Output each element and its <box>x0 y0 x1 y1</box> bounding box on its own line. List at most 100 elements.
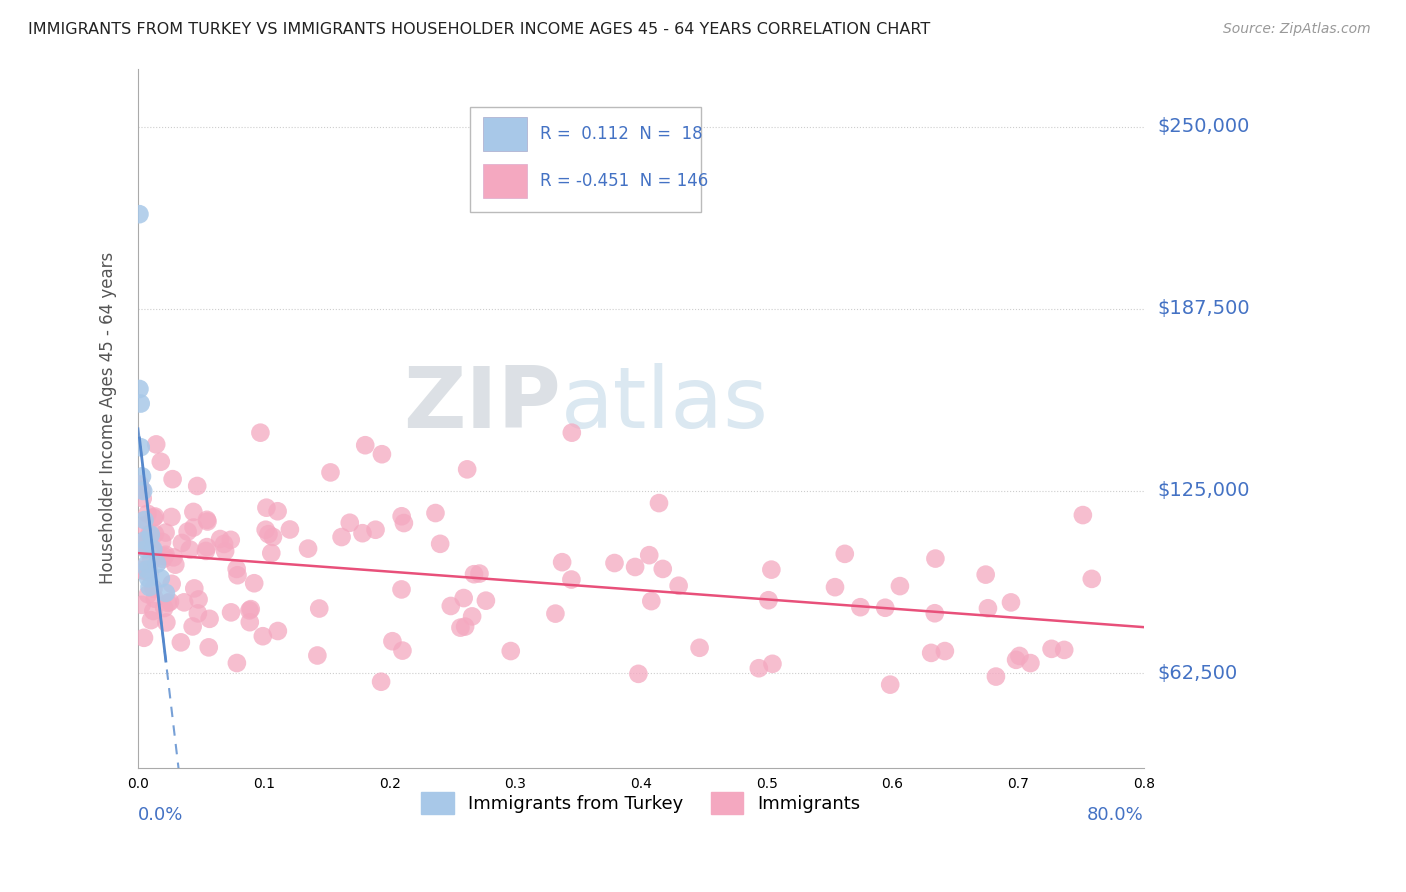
Point <box>551 555 574 569</box>
Point <box>603 556 626 570</box>
Point <box>134 564 156 578</box>
Point <box>155 525 177 540</box>
Point <box>1005 653 1028 667</box>
Point <box>128 477 150 491</box>
Point <box>138 527 160 541</box>
Point <box>475 593 498 607</box>
Point <box>640 594 662 608</box>
Point <box>239 602 262 616</box>
Point <box>195 513 218 527</box>
Point <box>257 527 280 541</box>
Point <box>197 515 219 529</box>
Point <box>454 619 477 633</box>
Point <box>136 571 159 585</box>
Point <box>129 535 152 549</box>
Point <box>440 599 463 613</box>
Point <box>392 516 415 530</box>
Point <box>761 563 783 577</box>
Point <box>155 586 177 600</box>
Point <box>761 657 783 671</box>
Point <box>183 520 205 534</box>
Point <box>176 524 198 539</box>
Point <box>131 598 153 612</box>
Point <box>624 560 647 574</box>
Text: $62,500: $62,500 <box>1157 664 1239 682</box>
Point <box>266 504 288 518</box>
Point <box>142 510 165 524</box>
Text: 80.0%: 80.0% <box>1087 806 1144 824</box>
Point <box>142 582 165 596</box>
Point <box>181 619 204 633</box>
Point <box>155 548 177 562</box>
Point <box>319 466 342 480</box>
Point <box>238 603 260 617</box>
Point <box>135 536 157 550</box>
Point <box>128 207 150 221</box>
Point <box>974 567 997 582</box>
Point <box>561 425 583 440</box>
Point <box>170 635 193 649</box>
Point <box>179 542 201 557</box>
Point <box>139 554 162 568</box>
Point <box>198 612 221 626</box>
Point <box>934 644 956 658</box>
Text: ZIP: ZIP <box>404 363 561 446</box>
Point <box>136 557 159 571</box>
Point <box>920 646 942 660</box>
Point <box>1008 648 1031 663</box>
Point <box>977 601 1000 615</box>
Point <box>330 530 353 544</box>
Point <box>352 526 374 541</box>
Point <box>146 557 169 571</box>
Point <box>153 601 176 615</box>
Point <box>1071 508 1094 522</box>
Point <box>159 595 181 609</box>
Text: 0.0%: 0.0% <box>138 806 184 824</box>
Point <box>1053 643 1076 657</box>
Point <box>249 425 271 440</box>
Point <box>371 447 394 461</box>
Y-axis label: Householder Income Ages 45 - 64 years: Householder Income Ages 45 - 64 years <box>100 252 117 584</box>
Point <box>187 607 209 621</box>
Point <box>129 440 152 454</box>
Point <box>748 661 770 675</box>
Point <box>160 510 183 524</box>
Point <box>354 438 377 452</box>
Point <box>456 462 478 476</box>
Point <box>136 507 159 521</box>
Point <box>339 516 361 530</box>
Point <box>824 580 846 594</box>
Point <box>152 552 174 566</box>
Point <box>225 562 247 576</box>
Legend: Immigrants from Turkey, Immigrants: Immigrants from Turkey, Immigrants <box>415 785 868 822</box>
Point <box>468 566 491 581</box>
Text: $125,000: $125,000 <box>1157 482 1250 500</box>
Point <box>214 544 236 558</box>
Point <box>689 640 711 655</box>
Point <box>391 643 413 657</box>
Point <box>131 469 153 483</box>
Point <box>391 509 413 524</box>
Point <box>239 615 262 630</box>
Point <box>381 634 404 648</box>
Point <box>195 540 218 554</box>
Point <box>668 579 690 593</box>
Point <box>425 506 447 520</box>
Point <box>153 549 176 564</box>
Point <box>924 551 946 566</box>
Point <box>1000 595 1022 609</box>
Point <box>173 595 195 609</box>
Point <box>128 563 150 577</box>
Point <box>155 615 177 630</box>
Point <box>849 600 872 615</box>
Point <box>1040 641 1063 656</box>
Point <box>209 532 232 546</box>
Point <box>254 523 277 537</box>
Point <box>131 491 153 506</box>
Point <box>879 678 901 692</box>
FancyBboxPatch shape <box>484 117 527 151</box>
Point <box>449 621 471 635</box>
Point <box>142 542 165 557</box>
Point <box>544 607 567 621</box>
FancyBboxPatch shape <box>484 164 527 198</box>
